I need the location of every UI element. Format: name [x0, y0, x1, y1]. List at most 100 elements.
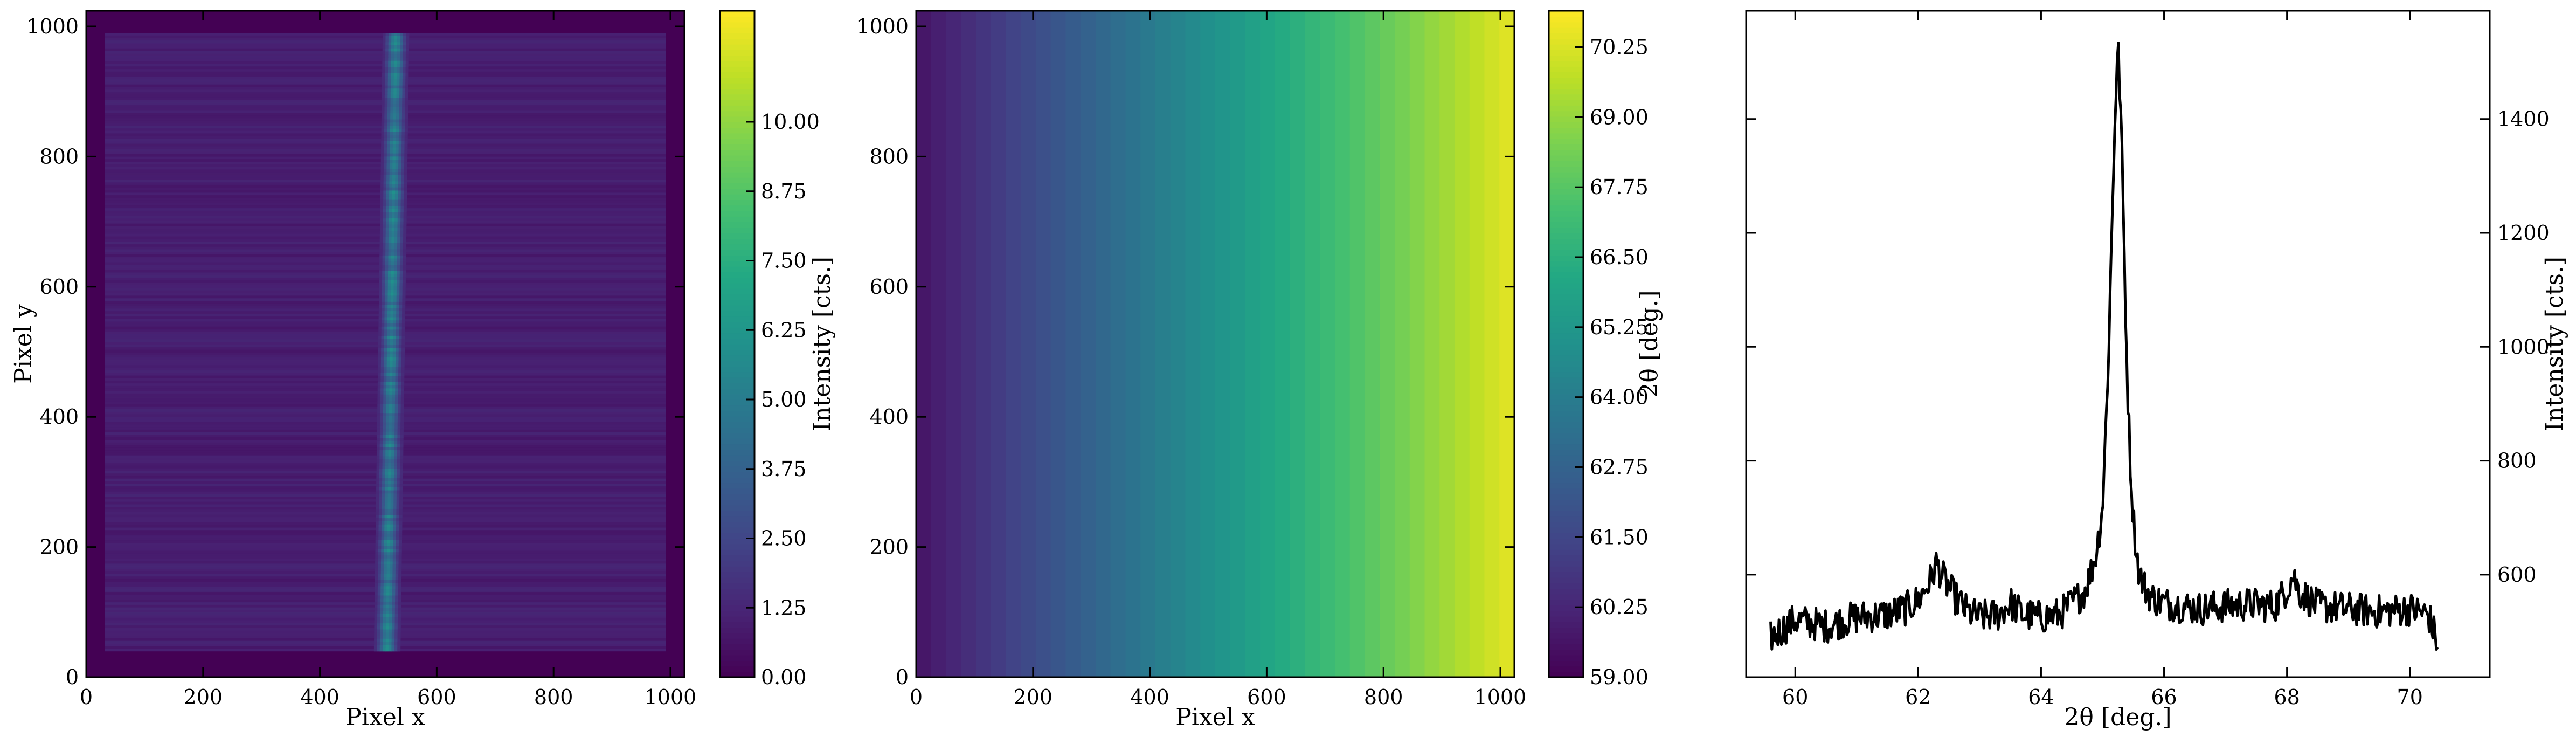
diffraction-stripe-segment: [380, 166, 384, 169]
diffraction-stripe-segment: [383, 224, 386, 228]
diffraction-stripe-segment: [382, 265, 386, 268]
diffraction-stripe-segment: [379, 450, 383, 454]
diffraction-stripe-segment: [391, 447, 395, 451]
diffraction-stripe-segment: [390, 160, 393, 163]
diffraction-stripe-segment: [391, 450, 395, 454]
diffraction-stripe-segment: [386, 178, 390, 182]
diffraction-stripe-segment: [390, 543, 393, 547]
diffraction-stripe-segment: [398, 137, 402, 142]
diffraction-stripe-segment: [394, 237, 398, 240]
diffraction-stripe-segment: [379, 638, 383, 643]
diffraction-stripe-segment: [382, 73, 385, 77]
diffraction-stripe-segment: [386, 354, 390, 358]
diffraction-stripe-segment: [403, 67, 406, 71]
diffraction-stripe-segment: [386, 617, 390, 621]
diffraction-stripe-segment: [385, 36, 389, 40]
diffraction-stripe-segment: [381, 524, 385, 528]
diffraction-stripe-segment: [391, 233, 395, 238]
diffraction-stripe-segment: [401, 360, 405, 364]
diffraction-stripe-segment: [385, 469, 389, 472]
diffraction-stripe-segment: [398, 342, 402, 346]
diffraction-stripe-segment: [387, 512, 391, 516]
diffraction-stripe-segment: [396, 357, 399, 361]
diffraction-stripe-segment: [400, 36, 404, 40]
diffraction-stripe-segment: [397, 484, 400, 488]
diffraction-stripe-segment: [390, 147, 393, 151]
diffraction-stripe-segment: [392, 187, 396, 191]
diffraction-stripe-segment: [394, 199, 398, 203]
cb2-band: [1549, 488, 1583, 494]
cb1-band: [720, 77, 754, 84]
diffraction-stripe-segment: [393, 289, 397, 293]
cb2-band: [1549, 444, 1583, 450]
diffraction-stripe-segment: [386, 166, 390, 169]
diffraction-stripe-segment: [399, 85, 403, 89]
diffraction-stripe-segment: [385, 440, 389, 445]
diffraction-stripe-segment: [401, 323, 405, 327]
diffraction-stripe-segment: [396, 323, 399, 327]
diffraction-stripe-segment: [376, 518, 379, 522]
diffraction-stripe-segment: [383, 428, 386, 432]
diffraction-stripe-segment: [391, 632, 395, 636]
cb1-band: [720, 632, 754, 639]
diffraction-stripe-segment: [387, 527, 391, 531]
p2-x-tick-label: 800: [1364, 685, 1403, 709]
diffraction-stripe-segment: [400, 397, 404, 401]
diffraction-stripe-segment: [395, 190, 398, 194]
diffraction-stripe-segment: [380, 181, 384, 185]
diffraction-stripe-segment: [378, 326, 382, 330]
diffraction-stripe-segment: [400, 419, 404, 423]
diffraction-stripe-segment: [388, 478, 391, 481]
diffraction-stripe-segment: [378, 555, 382, 559]
diffraction-stripe-segment: [388, 249, 392, 253]
diffraction-stripe-segment: [387, 497, 391, 500]
diffraction-stripe-segment: [382, 283, 385, 287]
diffraction-stripe-segment: [393, 515, 397, 519]
diffraction-stripe-segment: [385, 462, 389, 466]
diffraction-stripe-segment: [379, 271, 383, 274]
diffraction-stripe-segment: [379, 237, 383, 240]
diffraction-stripe-segment: [396, 137, 399, 142]
diffraction-stripe-segment: [403, 233, 407, 238]
cb1-band: [720, 327, 754, 334]
diffraction-stripe-segment: [389, 623, 392, 627]
diffraction-stripe-segment: [396, 561, 399, 565]
cb1-band: [720, 171, 754, 178]
cb2-band: [1549, 471, 1583, 478]
cb2-band: [1549, 588, 1583, 595]
diffraction-stripe-segment: [403, 228, 407, 231]
diffraction-stripe-segment: [384, 150, 387, 154]
diffraction-stripe-segment: [377, 592, 381, 596]
diffraction-stripe-segment: [392, 388, 396, 392]
diffraction-stripe-segment: [384, 351, 387, 355]
diffraction-stripe-segment: [394, 642, 398, 645]
diffraction-stripe-segment: [376, 481, 380, 485]
diffraction-stripe-segment: [387, 82, 391, 86]
diffraction-stripe-segment: [400, 413, 404, 417]
diffraction-stripe-segment: [389, 589, 393, 593]
diffraction-stripe-segment: [381, 126, 385, 129]
diffraction-stripe-segment: [387, 536, 391, 540]
diffraction-stripe-segment: [397, 277, 400, 281]
diffraction-stripe-segment: [384, 329, 388, 333]
diffraction-stripe-segment: [387, 76, 391, 80]
cb2-tick-label: 64.00: [1590, 385, 1649, 409]
diffraction-stripe-segment: [396, 320, 399, 324]
diffraction-stripe-segment: [393, 76, 397, 80]
diffraction-stripe-segment: [391, 252, 394, 256]
diffraction-stripe-segment: [397, 51, 400, 55]
cb2-band: [1549, 666, 1583, 672]
p1-y-tick-label: 400: [39, 405, 79, 429]
diffraction-stripe-segment: [391, 51, 394, 55]
diffraction-stripe-segment: [404, 190, 407, 194]
diffraction-stripe-segment: [405, 119, 408, 123]
diffraction-stripe-segment: [396, 301, 400, 306]
diffraction-stripe-segment: [397, 224, 401, 228]
p1-y-tick-label: 800: [39, 144, 79, 168]
diffraction-stripe-segment: [400, 209, 404, 213]
diffraction-stripe-segment: [392, 570, 396, 574]
diffraction-stripe-segment: [379, 497, 383, 500]
cb1-band: [720, 183, 754, 189]
p1-x-tick-label: 800: [534, 685, 573, 709]
cb1-band: [720, 488, 754, 494]
